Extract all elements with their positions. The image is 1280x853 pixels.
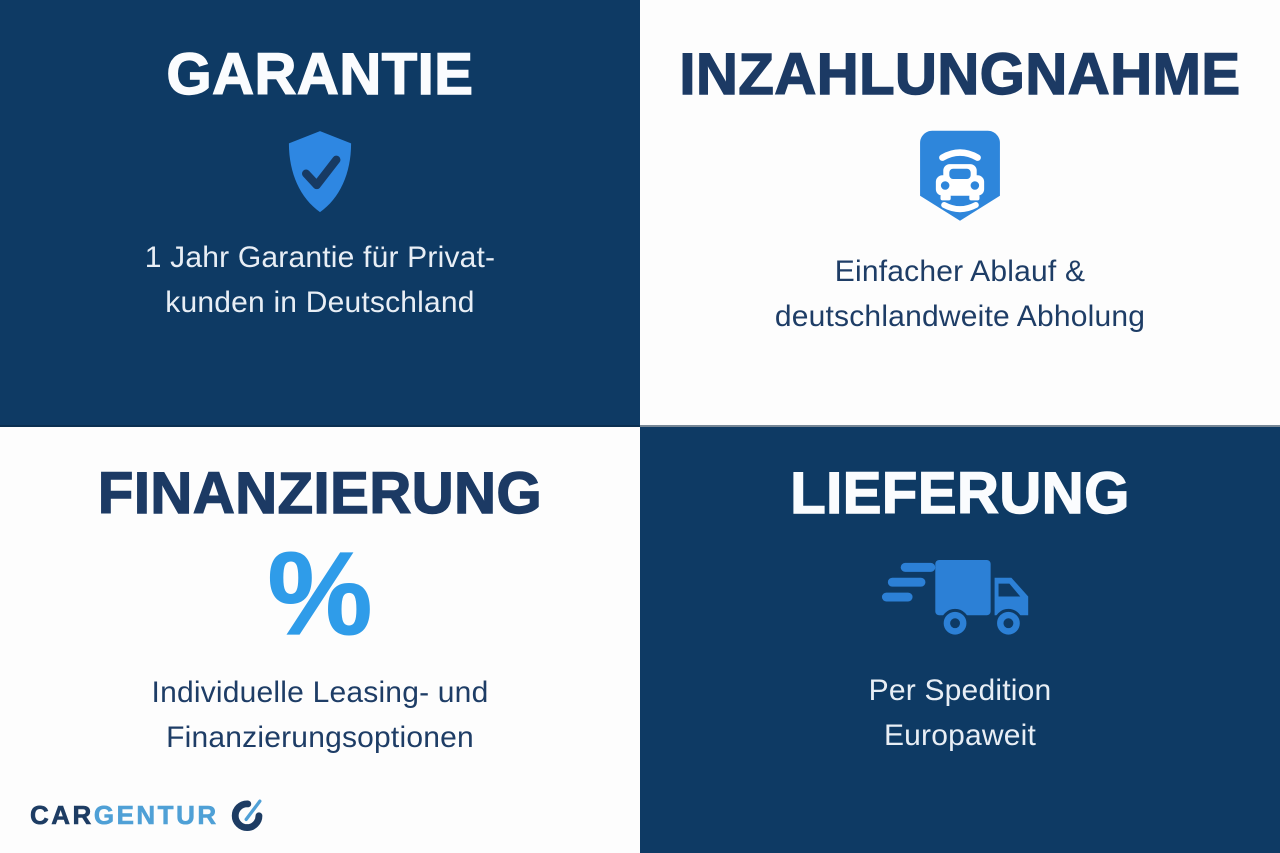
lieferung-text: Per Spedition Europaweit	[869, 668, 1052, 758]
text-line: Per Spedition	[868, 673, 1052, 707]
text-line: Finanzierungsoptionen	[166, 721, 474, 755]
brand-wordmark-car: CAR	[30, 800, 94, 831]
car-badge-icon	[912, 127, 1008, 231]
finanzierung-text: Individuelle Leasing- und Finanzierungso…	[152, 670, 489, 760]
text-line: Europaweit	[883, 718, 1037, 752]
text-line: kunden in Deutschland	[165, 285, 475, 319]
garantie-text: 1 Jahr Garantie für Privat- kunden in De…	[145, 235, 496, 325]
text-line: 1 Jahr Garantie für Privat-	[144, 240, 496, 274]
inzahlungnahme-text: Einfacher Ablauf & deutschlandweite Abho…	[775, 249, 1145, 339]
text-line: Einfacher Ablauf &	[834, 254, 1086, 288]
card-finanzierung: FINANZIERUNG % Individuelle Leasing- und…	[0, 427, 640, 853]
brand-wordmark-gentur: GENTUR	[93, 800, 219, 831]
card-inzahlungnahme: INZAHLUNGNAHME Einfacher Ablauf & d	[640, 0, 1280, 427]
garantie-title: GARANTIE	[166, 42, 474, 107]
horizontal-divider	[0, 425, 1280, 427]
text-line: Individuelle Leasing- und	[151, 676, 489, 710]
inzahlungnahme-title: INZAHLUNGNAHME	[679, 42, 1241, 107]
truck-icon	[876, 552, 1044, 646]
brand-logo: CARGENTUR	[30, 792, 267, 839]
text-line: deutschlandweite Abholung	[774, 299, 1146, 333]
finanzierung-title: FINANZIERUNG	[97, 461, 543, 526]
percent-icon: %	[267, 527, 373, 660]
card-lieferung: LIEFERUNG Per Spedition Europaweit	[640, 427, 1280, 853]
percent-glyph: %	[267, 527, 373, 660]
brand-wordmark: CARGENTUR	[30, 800, 219, 831]
card-garantie: GARANTIE 1 Jahr Garantie für Privat- kun…	[0, 0, 640, 427]
shield-check-icon	[279, 127, 361, 217]
lieferung-title: LIEFERUNG	[789, 461, 1130, 526]
cargentur-c-icon	[229, 792, 267, 839]
